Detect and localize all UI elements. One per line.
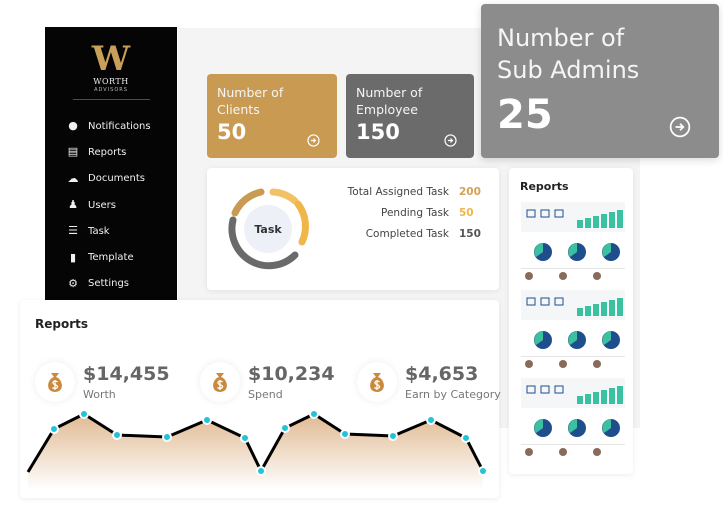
task-card: Task Total Assigned Task 200 Pending Task 5… [207,168,499,290]
report-icon: ▤ [67,145,79,159]
sub-admins-card[interactable]: Number of Sub Admins 25 [481,4,719,158]
chart-point [280,423,290,433]
sidebar-item-label: Task [88,225,110,237]
money-bag-icon [200,362,240,402]
file-icon: ▮ [69,250,77,264]
sidebar-item-label: Notifications [88,120,151,132]
sidebar-item-task[interactable]: ☰ Task [65,218,151,244]
report-thumbnail [521,202,625,456]
arrow-right-icon[interactable] [669,116,691,138]
sidebar: W WORTH ADVISORS ● Notifications ▤ Reports ☁… [45,27,177,300]
task-summary: Total Assigned Task 200 Pending Task 50 Comp… [348,186,481,249]
reports-preview-card[interactable]: Reports [509,168,633,474]
gear-icon: ⚙ [68,276,78,290]
chart-point [340,429,350,439]
chart-point [240,433,250,443]
sidebar-menu: ● Notifications ▤ Reports ☁ Documents ♟ Users ☰ T… [65,113,151,297]
clients-card[interactable]: Number of Clients 50 [207,74,337,158]
reports-title: Reports [35,317,89,331]
bell-icon: ● [68,119,78,133]
logo: W WORTH ADVISORS [91,39,131,93]
sidebar-item-users[interactable]: ♟ Users [65,192,151,218]
report-stat: $10,234 Spend [200,362,335,402]
chart-point [309,409,319,419]
task-row: Total Assigned Task 200 [347,186,481,198]
sidebar-item-label: Documents [88,173,146,185]
sidebar-item-documents[interactable]: ☁ Documents [65,166,151,192]
employee-card[interactable]: Number of Employee 150 [346,74,474,158]
chart-point [256,466,266,476]
divider [73,99,150,100]
sidebar-item-label: Template [88,252,134,264]
sidebar-item-label: Reports [88,146,127,158]
chart-point [202,415,212,425]
chart-point [112,430,122,440]
money-bag-icon [357,362,397,402]
chart-point [79,409,89,419]
task-center-label: Task [254,223,282,236]
sidebar-item-notifications[interactable]: ● Notifications [65,113,151,139]
task-row: Completed Task 150 [365,228,481,240]
chart-area [28,414,483,490]
reports-card: Reports $14,455 Worth $10,234 Spend $4,653 Ea… [20,300,501,498]
reports-preview-title: Reports [520,180,569,193]
chart-point [162,432,172,442]
report-stat: $14,455 Worth [35,362,170,402]
arrow-right-icon[interactable] [307,134,320,147]
money-bag-icon [35,362,75,402]
sidebar-item-label: Settings [88,278,130,290]
sidebar-item-settings[interactable]: ⚙ Settings [65,271,151,297]
task-row: Pending Task 50 [381,207,474,219]
chart-point [49,424,59,434]
report-stat: $4,653 Earn by Category [357,362,501,402]
sidebar-item-label: Users [88,199,117,211]
cloud-upload-icon: ☁ [67,171,79,185]
chart-point [426,415,436,425]
checklist-icon: ☰ [68,224,78,238]
task-donut: Task [228,188,309,270]
sidebar-item-template[interactable]: ▮ Template [65,244,151,270]
reports-chart [26,409,488,490]
arrow-right-icon[interactable] [444,134,457,147]
chart-point [461,433,471,443]
chart-point [478,466,488,476]
sidebar-item-reports[interactable]: ▤ Reports [65,139,151,165]
chart-point [388,431,398,441]
user-icon: ♟ [68,198,78,212]
